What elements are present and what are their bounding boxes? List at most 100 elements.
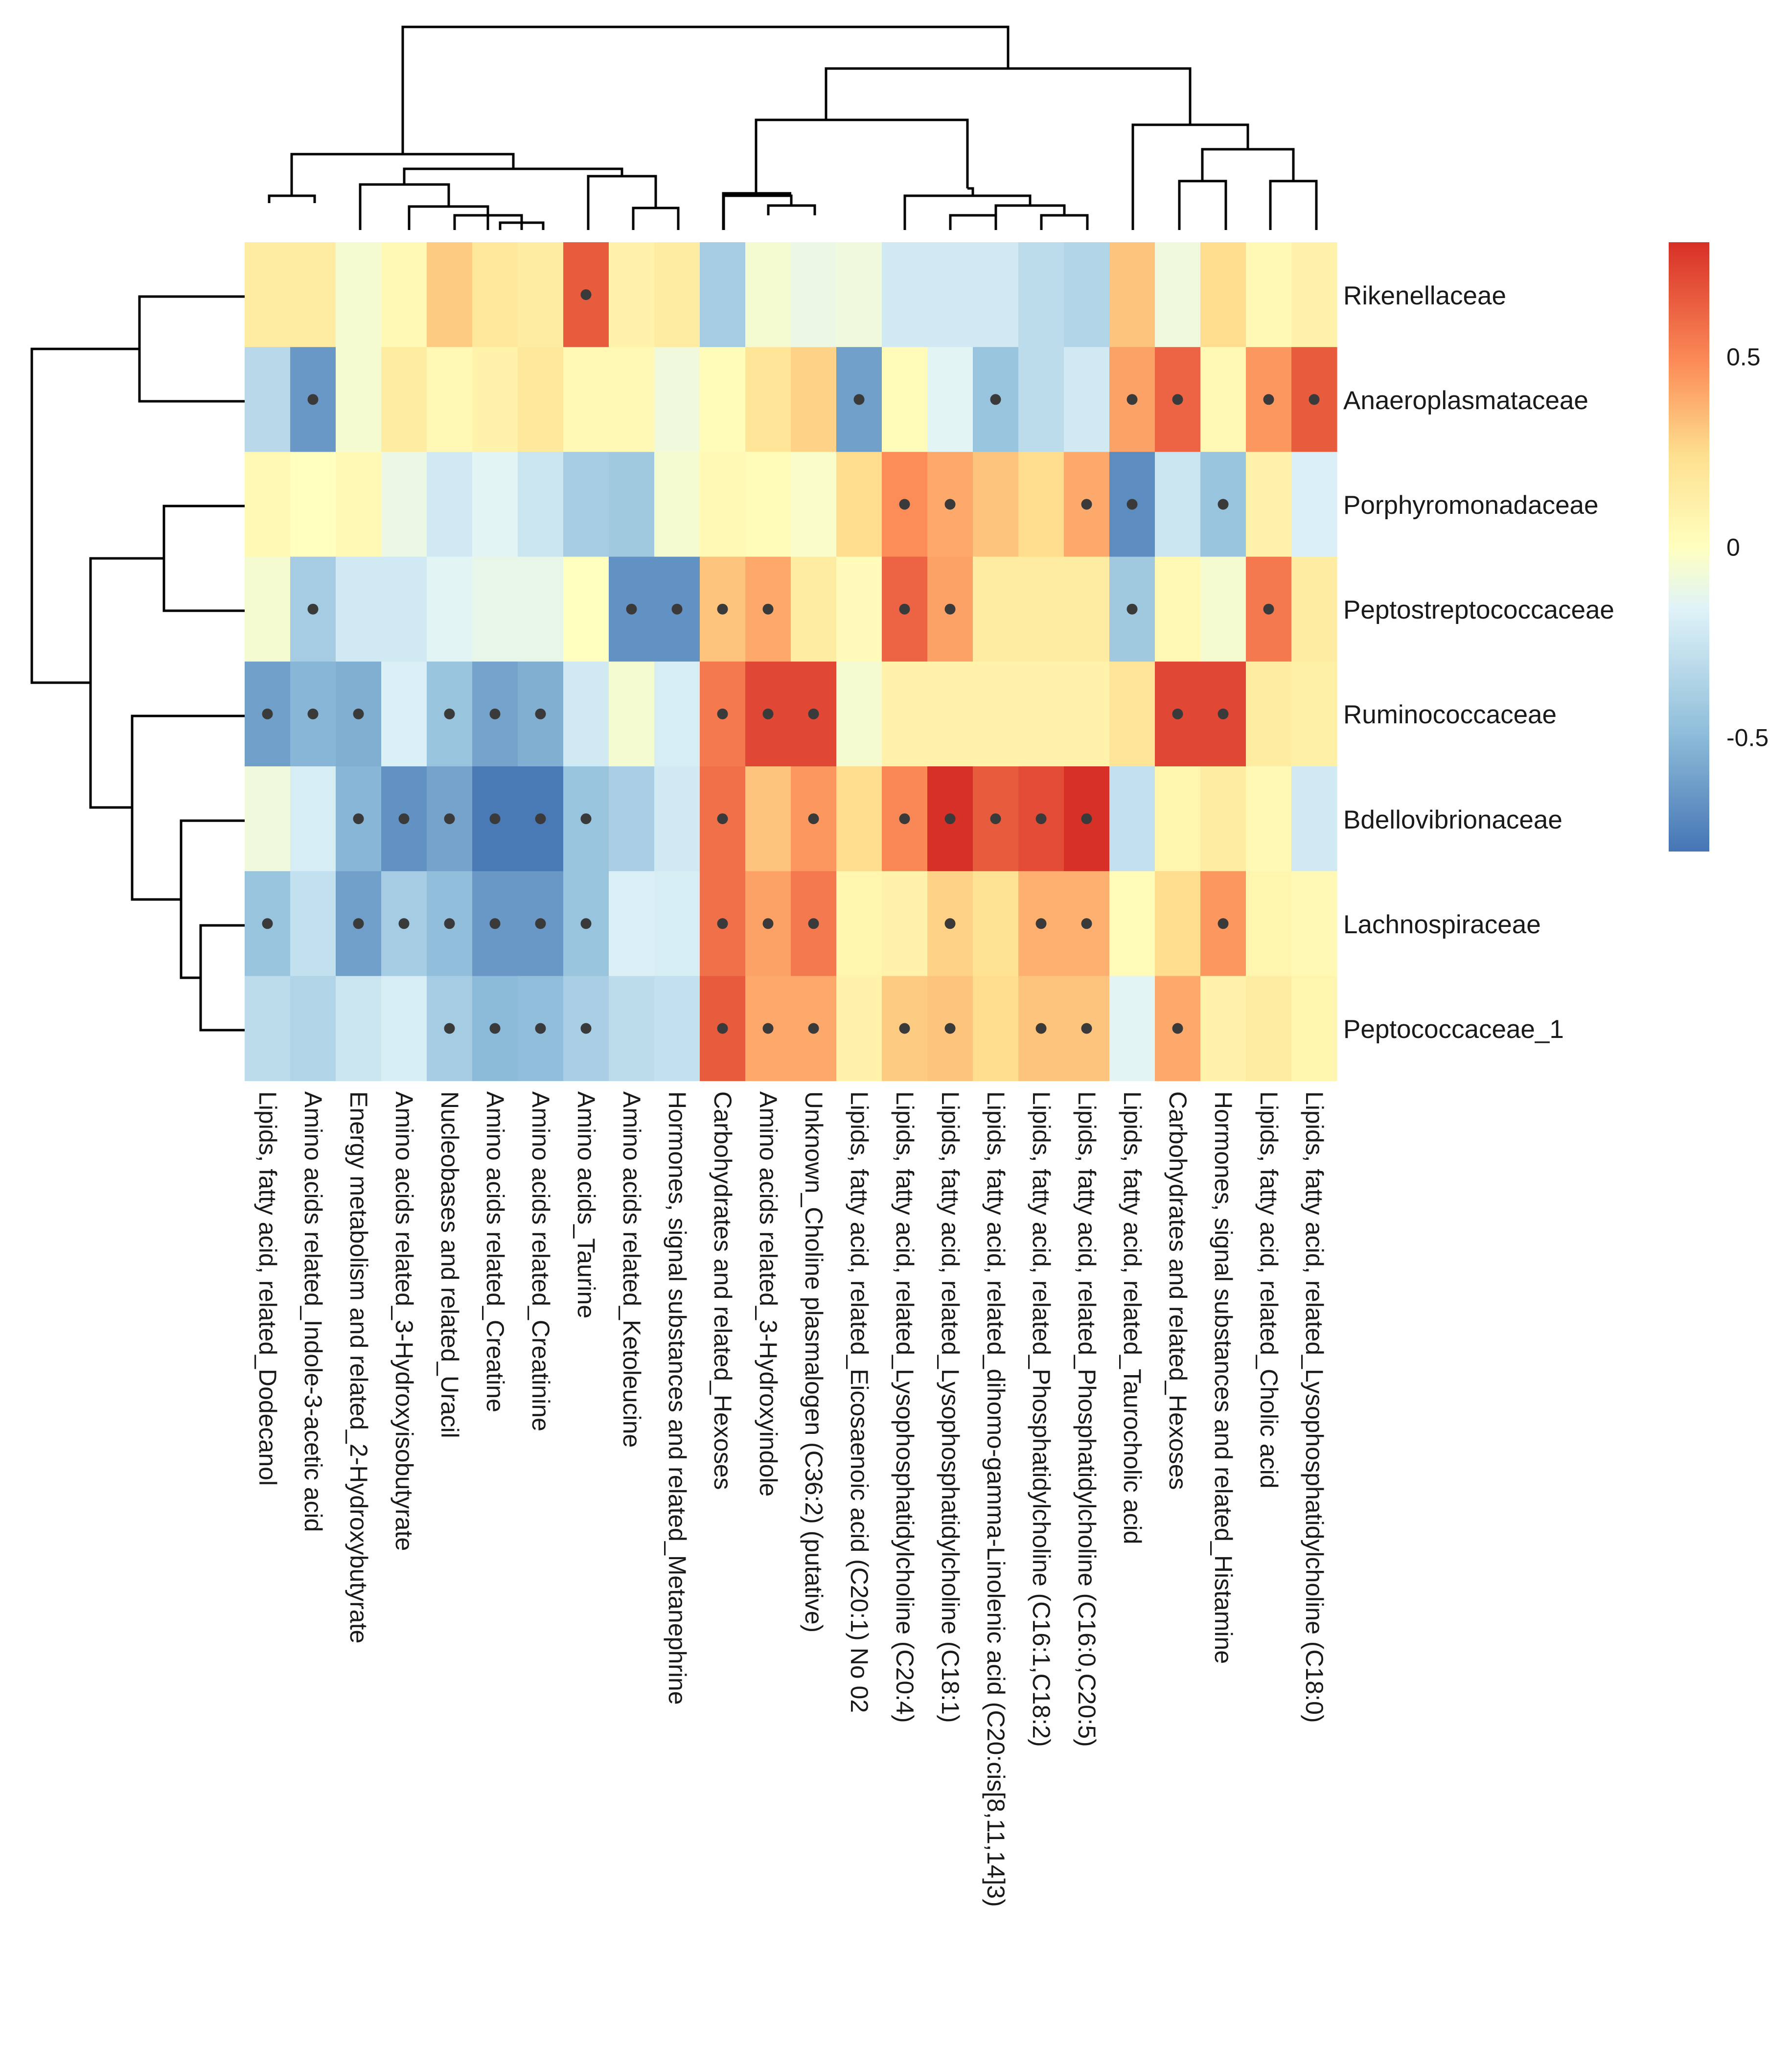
column-label: Lipids, fatty acid, related_Lysophosphat… [937,1091,964,1723]
heatmap-cell [836,242,882,347]
column-label: Lipids, fatty acid, related_Lysophosphat… [891,1091,919,1723]
heatmap-cell [427,556,473,662]
heatmap-cell [1246,452,1292,557]
heatmap-cell [1064,661,1110,767]
significance-dot [1172,1023,1183,1034]
heatmap-cell [973,661,1019,767]
row-label: Bdellovibrionaceae [1343,806,1562,834]
heatmap-cell [609,661,655,767]
heatmap-cell [336,242,382,347]
significance-dot [808,918,819,929]
significance-dot [1081,813,1092,825]
heatmap-cell [836,871,882,976]
column-label: Lipids, fatty acid, related_dihomo-gamma… [982,1091,1010,1907]
heatmap-cell [290,976,336,1082]
row-dendrogram [30,295,245,1032]
column-label: Unknown_Choline plasmalogen (C36:2) (put… [800,1091,827,1633]
heatmap-cell [563,452,609,557]
heatmap-cell [1246,871,1292,976]
heatmap-cell [336,976,382,1082]
significance-dot [489,708,501,719]
significance-dot [944,813,956,825]
heatmap-cell [518,242,564,347]
heatmap-cell [563,556,609,662]
heatmap-cell [290,766,336,872]
heatmap-cell [973,976,1019,1082]
heatmap-cell [791,556,837,662]
heatmap-cell [609,452,655,557]
heatmap-cell [836,661,882,767]
significance-dot [899,499,910,510]
significance-dot [1081,499,1092,510]
heatmap-cell [1018,347,1064,452]
significance-dot [580,918,592,929]
significance-dot [1172,394,1183,405]
significance-dot [580,1023,592,1034]
significance-dot [1172,708,1183,719]
significance-dot [353,813,364,825]
column-label: Amino acids related_Creatinine [527,1091,554,1431]
column-label: Amino acids related_Indole-3-acetic acid [299,1091,327,1532]
significance-dot [762,1023,774,1034]
heatmap-cell [245,766,291,872]
heatmap-cell [336,556,382,662]
significance-dot [353,918,364,929]
heatmap-cell [1291,766,1337,872]
heatmap-cell [882,347,928,452]
significance-dot [1263,394,1274,405]
significance-dot [307,603,319,615]
heatmap-cell [1018,242,1064,347]
heatmap-cell [1291,242,1337,347]
column-label: Lipids, fatty acid, related_Phosphatidyl… [1028,1091,1055,1747]
heatmap-cell [1246,242,1292,347]
row-label: Ruminococcaceae [1343,700,1557,729]
significance-dot [944,603,956,615]
heatmap-cell [381,661,427,767]
significance-dot [944,918,956,929]
heatmap-cell [973,871,1019,976]
heatmap-cell [245,556,291,662]
heatmap-cell [1200,556,1246,662]
heatmap-cell [381,556,427,662]
significance-dot [489,813,501,825]
heatmap-cell [973,452,1019,557]
heatmap-cell [882,242,928,347]
heatmap-cell [1291,871,1337,976]
heatmap-cell [563,661,609,767]
significance-dot [899,603,910,615]
heatmap-cell [245,347,291,452]
colorbar-tick-label: -0.5 [1726,724,1769,752]
heatmap-cell [927,347,973,452]
heatmap-cell [1018,661,1064,767]
significance-dot [1126,603,1138,615]
column-label: Energy metabolism and related_2-Hydroxyb… [345,1091,372,1643]
heatmap-cell [290,871,336,976]
column-label: Hormones, signal substances and related_… [1210,1091,1237,1664]
heatmap-cell [700,452,746,557]
row-label: Porphyromonadaceae [1343,491,1599,520]
heatmap-cell [791,242,837,347]
significance-dot [444,918,455,929]
heatmap-cell [290,242,336,347]
heatmap-cell [427,452,473,557]
column-labels: Lipids, fatty acid, related_Dodecanol Am… [254,1091,1328,1907]
significance-dot [671,603,683,615]
column-label: Lipids, fatty acid, related_Cholic acid [1255,1091,1283,1489]
significance-dot [307,708,319,719]
heatmap-cell [1018,452,1064,557]
significance-dot [1081,1023,1092,1034]
significance-dot [717,603,728,615]
significance-dot [717,918,728,929]
row-label: Rikenellaceae [1343,281,1506,310]
heatmap-cell [1155,766,1201,872]
significance-dot [944,1023,956,1034]
column-label: Lipids, fatty acid, related_Dodecanol [254,1091,281,1486]
significance-dot [762,918,774,929]
significance-dot [1126,499,1138,510]
significance-dot [762,708,774,719]
significance-dot [1218,918,1229,929]
heatmap-cell [609,242,655,347]
heatmap-cell [1291,452,1337,557]
significance-dot [535,813,546,825]
heatmap-cell [472,556,518,662]
